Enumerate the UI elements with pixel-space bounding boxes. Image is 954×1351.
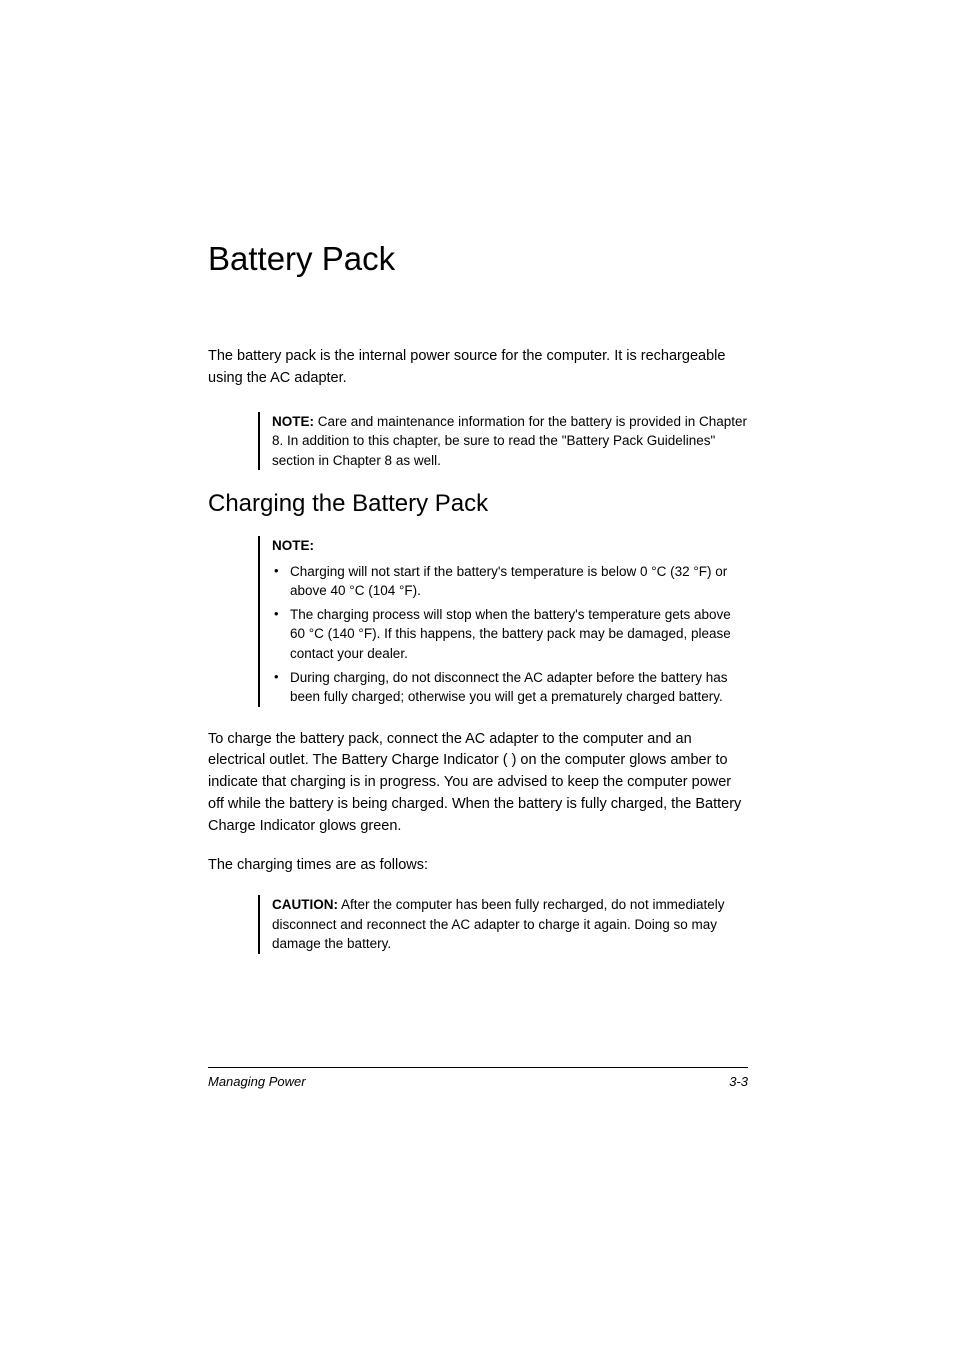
note-bullet-list: Charging will not start if the battery's… <box>272 562 748 707</box>
note-block-1: NOTE: Care and maintenance information f… <box>258 412 748 471</box>
body-paragraph-1: To charge the battery pack, connect the … <box>208 729 748 838</box>
main-heading: Battery Pack <box>208 240 748 278</box>
footer-page-number: 3-3 <box>729 1074 748 1089</box>
page-footer: Managing Power 3-3 <box>208 1067 748 1089</box>
caution-label: CAUTION: <box>272 897 338 912</box>
note-bullet-item: Charging will not start if the battery's… <box>272 562 748 601</box>
caution-text: After the computer has been fully rechar… <box>272 897 724 951</box>
note-label-1: NOTE: <box>272 414 314 429</box>
caution-block: CAUTION: After the computer has been ful… <box>258 895 748 954</box>
note-bullet-item: During charging, do not disconnect the A… <box>272 668 748 707</box>
note-bullet-item: The charging process will stop when the … <box>272 605 748 664</box>
intro-paragraph: The battery pack is the internal power s… <box>208 346 748 390</box>
page-content: Battery Pack The battery pack is the int… <box>208 240 748 954</box>
footer-chapter-title: Managing Power <box>208 1074 306 1089</box>
body-paragraph-2: The charging times are as follows: <box>208 855 748 877</box>
sub-heading: Charging the Battery Pack <box>208 490 748 518</box>
note-text-1: Care and maintenance information for the… <box>272 414 747 468</box>
note-block-2: NOTE: Charging will not start if the bat… <box>258 536 748 707</box>
note-header-2: NOTE: <box>272 536 748 556</box>
